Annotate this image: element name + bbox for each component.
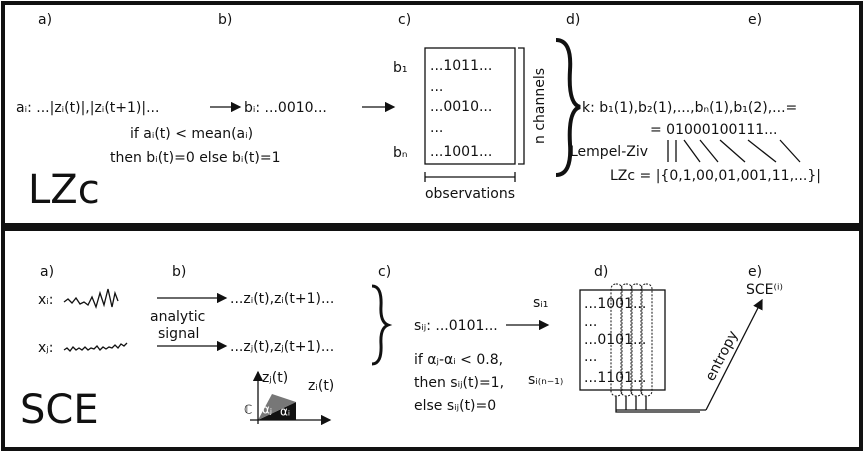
matrix-row: ...1011... [430, 58, 492, 74]
matrix-row: ...0010... [430, 99, 492, 115]
rule-text: then sᵢⱼ(t)=1, [414, 375, 504, 391]
step-label: c) [378, 264, 391, 280]
matrix-box [424, 47, 516, 165]
inset-label: αᵢ [280, 405, 290, 419]
transform-text: analytic [150, 309, 205, 325]
angle-wedge [258, 394, 296, 420]
concat-text: k: b₁(1),b₂(1),...,bₙ(1),b₁(2),...= [582, 100, 797, 116]
step-label: e) [748, 12, 762, 28]
step-label: d) [594, 264, 608, 280]
inset-label: zᵢ(t) [308, 378, 334, 394]
formula-text: LZc = |{0,1,00,01,001,11,...}| [610, 168, 821, 184]
axis-label: observations [425, 186, 515, 202]
rule-text: else sᵢⱼ(t)=0 [414, 398, 496, 414]
matrix-row: ... [430, 79, 443, 95]
inset-label: αⱼ [262, 403, 272, 417]
bracket [518, 47, 525, 165]
axis-label: n channels [532, 68, 548, 144]
binary-text: bᵢ: ...0010... [244, 100, 327, 116]
matrix-row: ...1001... [430, 144, 492, 160]
column-groups [610, 283, 653, 397]
step-label: e) [748, 264, 762, 280]
row-label: sᵢ₍ₙ₋₁₎ [528, 372, 563, 388]
method-text: Lempel-Ziv [570, 144, 648, 160]
panel [1, 227, 863, 451]
analytic-text: ...zⱼ(t),zⱼ(t+1)... [230, 339, 334, 355]
inset-label: zⱼ(t) [262, 370, 288, 386]
rule-text: then bᵢ(t)=0 else bᵢ(t)=1 [110, 150, 281, 166]
result-text: SCE⁽ⁱ⁾ [746, 282, 783, 298]
panel-title: SCE [20, 387, 99, 433]
step-label: b) [172, 264, 186, 280]
connector [615, 396, 706, 413]
panel [1, 1, 863, 227]
arrow-label: entropy [703, 328, 742, 384]
bracket [424, 172, 516, 182]
matrix-row: ...1101... [584, 370, 646, 386]
row-label: sᵢ₁ [533, 295, 548, 311]
matrix-row: ... [584, 314, 597, 330]
waveform [63, 288, 119, 310]
signal-label: xᵢ: [38, 292, 54, 308]
transform-text: signal [158, 326, 199, 342]
step-label: c) [398, 12, 411, 28]
waveform [63, 342, 128, 352]
arrow [705, 298, 763, 411]
binary-text: sᵢⱼ: ...0101... [414, 318, 498, 334]
matrix-row: ... [430, 120, 443, 136]
step-label: b) [218, 12, 232, 28]
brace [371, 284, 393, 366]
matrix-row: ...0101... [584, 332, 646, 348]
step-label: d) [566, 12, 580, 28]
signal-label: xⱼ: [38, 340, 53, 356]
rule-text: if αⱼ-αᵢ < 0.8, [414, 352, 503, 368]
panel-title: LZc [28, 167, 100, 213]
row-label: b₁ [393, 60, 408, 76]
step-label: a) [40, 264, 54, 280]
brace [555, 38, 581, 177]
matrix-row: ...1001... [584, 296, 646, 312]
parse-lines [667, 139, 801, 163]
row-label: bₙ [393, 145, 407, 161]
sequence-text: = 01000100111... [650, 122, 778, 138]
signal-text: aᵢ: ...|zᵢ(t)|,|zᵢ(t+1)|... [16, 100, 159, 116]
analytic-text: ...zᵢ(t),zᵢ(t+1)... [230, 291, 334, 307]
step-label: a) [38, 12, 52, 28]
matrix-row: ... [584, 349, 597, 365]
inset-label: ℂ [244, 403, 253, 417]
rule-text: if aᵢ(t) < mean(aᵢ) [130, 126, 253, 142]
